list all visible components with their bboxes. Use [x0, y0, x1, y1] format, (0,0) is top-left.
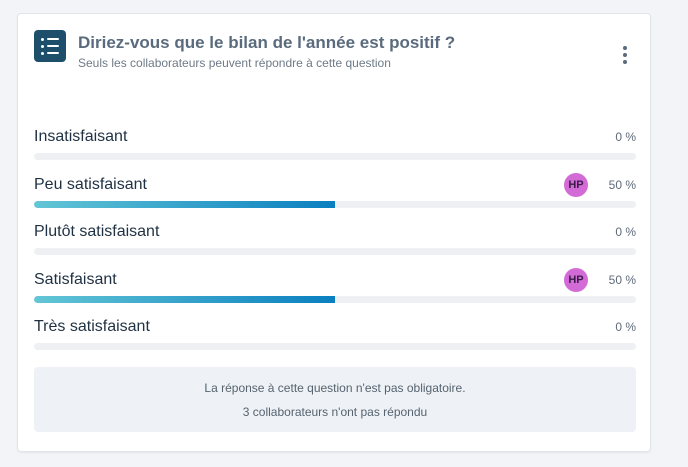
option-progress-track	[34, 153, 636, 160]
poll-header: Diriez-vous que le bilan de l'année est …	[34, 30, 634, 76]
no-response-count-text: 3 collaborateurs n'ont pas répondu	[242, 404, 428, 419]
option-percent: 0 %	[615, 225, 636, 239]
option-progress-track	[34, 248, 636, 255]
option-progress-track	[34, 295, 636, 303]
option-row: Satisfaisant HP 50 %	[34, 267, 636, 316]
optional-notice-text: La réponse à cette question n'est pas ob…	[204, 380, 466, 395]
avatar[interactable]: HP	[564, 267, 588, 292]
option-percent: 0 %	[615, 320, 636, 334]
option-row: Peu satisfaisant HP 50 %	[34, 172, 636, 221]
option-progress-fill	[34, 295, 335, 303]
list-icon	[34, 30, 66, 62]
response-notice: La réponse à cette question n'est pas ob…	[34, 367, 636, 432]
option-percent: 50 %	[608, 272, 636, 287]
option-label: Très satisfaisant	[34, 318, 150, 335]
option-label: Plutôt satisfaisant	[34, 223, 160, 240]
option-label: Insatisfaisant	[34, 128, 128, 145]
question-subtitle: Seuls les collaborateurs peuvent répondr…	[78, 56, 391, 70]
more-options-icon[interactable]	[620, 46, 630, 66]
option-row: Insatisfaisant 0 %	[34, 125, 636, 173]
option-progress-fill	[34, 200, 335, 208]
option-row: Très satisfaisant 0 %	[34, 315, 636, 363]
answer-options: Insatisfaisant 0 % Peu satisfaisant HP 5…	[34, 125, 636, 363]
option-progress-track	[34, 200, 636, 208]
question-title: Diriez-vous que le bilan de l'année est …	[78, 33, 456, 52]
avatar[interactable]: HP	[564, 172, 588, 197]
option-row: Plutôt satisfaisant 0 %	[34, 220, 636, 268]
option-percent: 0 %	[615, 130, 636, 144]
option-percent: 50 %	[608, 177, 636, 192]
option-progress-track	[34, 343, 636, 350]
option-label: Satisfaisant	[34, 270, 117, 288]
poll-card: Diriez-vous que le bilan de l'année est …	[17, 13, 651, 452]
option-label: Peu satisfaisant	[34, 175, 147, 193]
